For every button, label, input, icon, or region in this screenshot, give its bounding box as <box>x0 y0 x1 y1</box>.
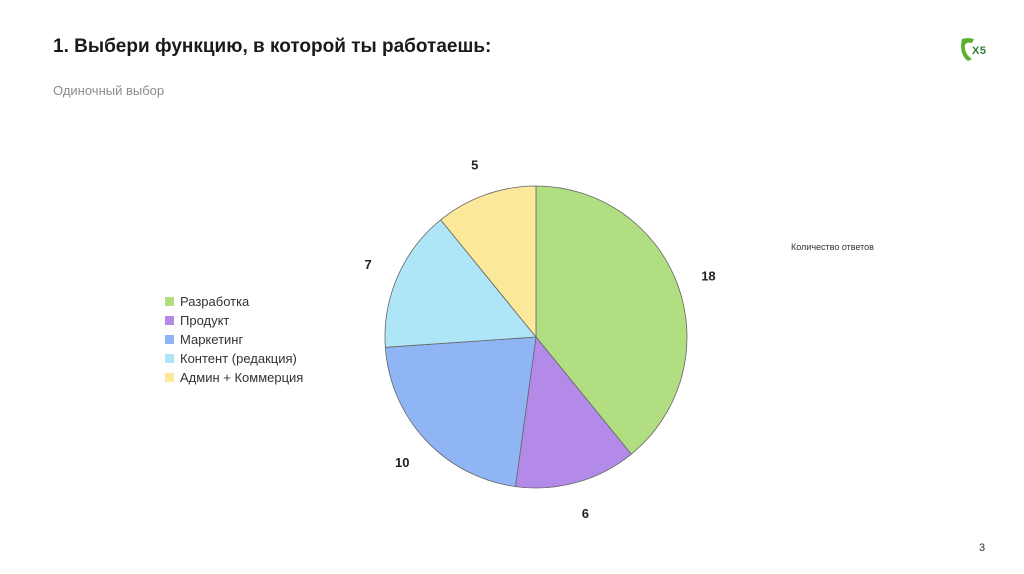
legend-label: Продукт <box>180 313 230 328</box>
logo-text: Х5 <box>972 45 987 57</box>
legend-swatch <box>165 354 174 363</box>
slide-subtitle: Одиночный выбор <box>53 83 165 98</box>
slide-title: 1. Выбери функцию, в которой ты работаеш… <box>53 36 492 57</box>
data-label-admin-commerce: 5 <box>471 158 478 173</box>
legend-item-content: Контент (редакция) <box>165 349 303 368</box>
data-label-development: 18 <box>701 269 715 284</box>
legend-label: Разработка <box>180 294 250 309</box>
pie-slice-admin-commerce <box>440 185 537 339</box>
pie-slice-content <box>384 219 537 348</box>
data-label-content: 7 <box>365 257 372 272</box>
legend-label: Маркетинг <box>180 332 244 347</box>
legend-swatch <box>165 316 174 325</box>
legend-item-product: Продукт <box>165 311 303 330</box>
pie-slice-product <box>514 336 632 489</box>
legend-label: Админ + Коммерция <box>180 370 304 385</box>
legend-swatch <box>165 373 174 382</box>
x5-logo-icon <box>961 38 974 61</box>
series-name-label: Количество ответов <box>791 242 874 252</box>
legend-swatch <box>165 335 174 344</box>
page-number: 3 <box>979 542 986 554</box>
legend-label: Контент (редакция) <box>180 351 297 366</box>
pie-data-labels: 18 6 10 7 5 <box>365 158 716 522</box>
legend-item-development: Разработка <box>165 292 303 311</box>
pie-slice-marketing <box>384 336 537 488</box>
pie-slices <box>384 185 688 489</box>
legend-item-marketing: Маркетинг <box>165 330 303 349</box>
legend-item-admin-commerce: Админ + Коммерция <box>165 368 303 387</box>
data-label-marketing: 10 <box>395 455 409 470</box>
chart-legend: Разработка Продукт Маркетинг Контент (ре… <box>165 292 303 387</box>
legend-swatch <box>165 297 174 306</box>
data-label-product: 6 <box>582 506 589 521</box>
pie-slice-development <box>535 185 688 455</box>
